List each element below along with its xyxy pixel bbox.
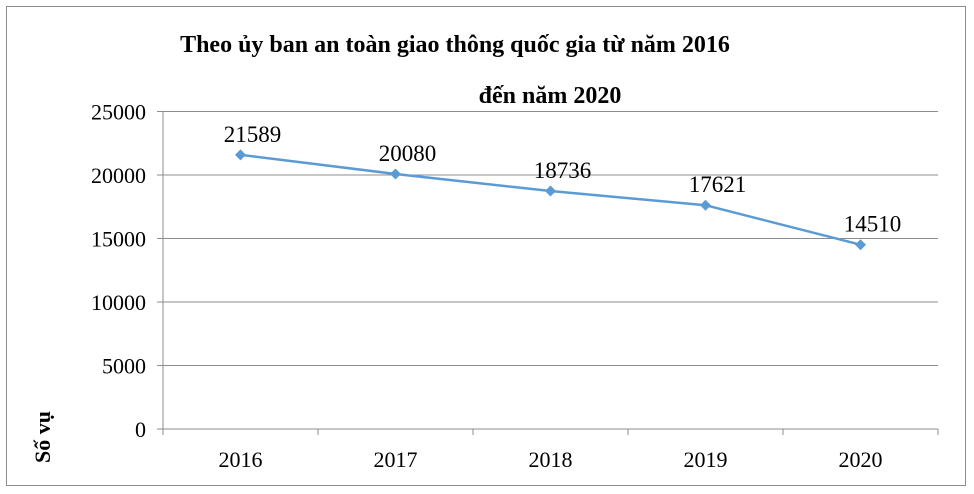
data-point-2016: [235, 149, 246, 161]
y-tick-label: 15000: [91, 227, 146, 252]
series-layer: [235, 149, 866, 251]
x-tick-label-2020: 2020: [839, 447, 883, 472]
x-tick-label-2017: 2017: [374, 447, 418, 472]
data-label-layer: 21589 20080 18736 17621 14510: [224, 122, 902, 237]
data-label-2017: 20080: [379, 141, 437, 166]
axes: 0 5000 10000 15000 20000 25000 2016 2017 2018 201…: [91, 100, 939, 472]
y-tick-label: 10000: [91, 290, 146, 315]
y-tick-label: 25000: [91, 100, 146, 125]
chart-title-line1: Theo ủy ban an toàn giao thông quốc gia …: [180, 32, 730, 58]
x-tick-label-2018: 2018: [529, 447, 573, 472]
chart-frame: [6, 6, 966, 486]
data-point-2020: [855, 239, 866, 251]
data-label-2018: 18736: [534, 158, 592, 183]
y-tick-label: 0: [135, 417, 146, 442]
data-label-2020: 14510: [844, 212, 902, 237]
y-tick-label: 5000: [102, 354, 146, 379]
data-point-2018: [545, 185, 556, 197]
y-tick-label: 20000: [91, 163, 146, 188]
data-label-2019: 17621: [689, 172, 747, 197]
x-tick-label-2016: 2016: [219, 447, 263, 472]
chart-title-line2: đến năm 2020: [479, 83, 622, 109]
x-tick-label-2019: 2019: [684, 447, 728, 472]
gridlines: [163, 111, 938, 366]
data-label-2016: 21589: [224, 122, 282, 147]
data-point-2019: [700, 199, 711, 211]
y-axis-label: Số vụ: [30, 411, 55, 463]
data-point-2017: [390, 168, 401, 180]
